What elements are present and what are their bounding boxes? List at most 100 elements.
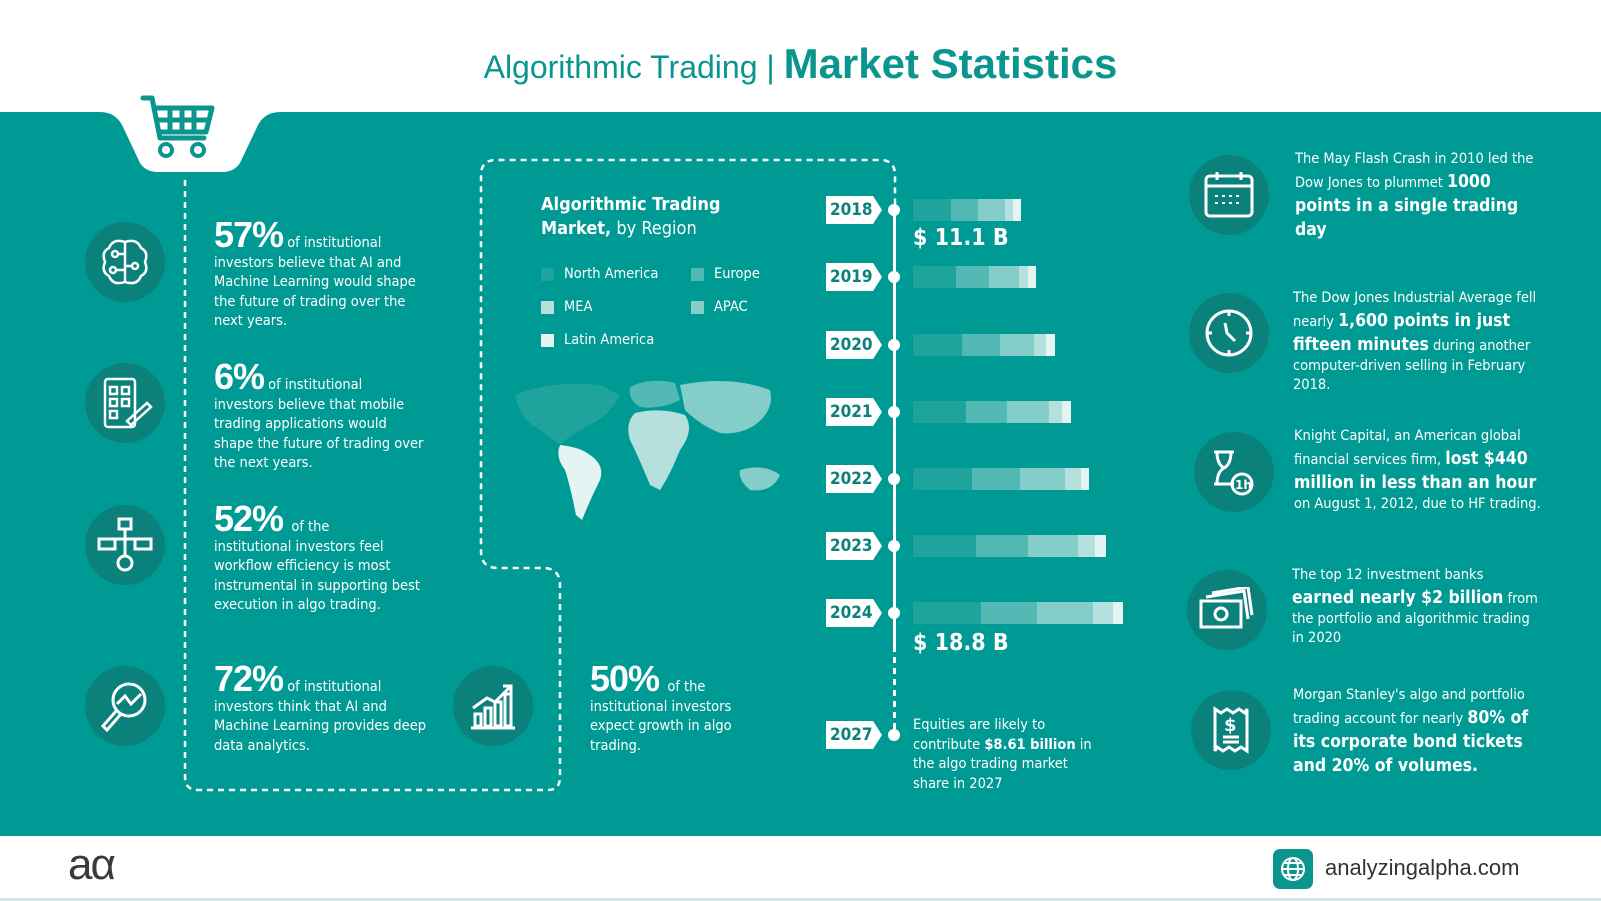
world-map (515, 380, 780, 520)
bar-segment-europe (972, 468, 1020, 490)
bar-segment-latin-america (1028, 266, 1037, 288)
globe-icon (1273, 849, 1313, 889)
stat-workflow: 52% of the institutional investors feel w… (214, 498, 420, 614)
bar-segment-north-america (913, 468, 973, 490)
year-tag-2020: 2020 (826, 331, 882, 359)
bar-segment-europe (980, 602, 1038, 624)
title-bold: Market Statistics (783, 40, 1118, 87)
bar-segment-north-america (913, 401, 967, 423)
bar-segment-north-america (913, 266, 956, 288)
bar-2018 (913, 199, 1021, 221)
bar-segment-mea (1034, 334, 1046, 356)
bar-segment-north-america (913, 535, 977, 557)
svg-text:1h: 1h (1235, 478, 1252, 492)
map-latin-america (558, 445, 602, 520)
bar-segment-mea (1065, 468, 1081, 490)
bar-segment-north-america (913, 334, 963, 356)
map-europe (629, 380, 680, 408)
bar-segment-europe (950, 199, 978, 221)
chart-title: Algorithmic Trading Market, by Region (541, 194, 721, 239)
brain-circuit-icon (85, 222, 165, 302)
map-mea (628, 410, 689, 490)
bar-segment-europe (962, 334, 1001, 356)
bar-segment-north-america (913, 602, 981, 624)
stat-mobile: 6% of institutional investors believe tha… (214, 356, 424, 472)
analyzing-alpha-logo: aα (68, 840, 116, 889)
bar-segment-latin-america (1095, 535, 1106, 557)
chart-legend: North America Europe MEA APAC Latin Amer… (541, 266, 801, 348)
value-2024: $ 18.8 B (913, 630, 1009, 656)
bar-segment-latin-america (1080, 468, 1090, 490)
year-tag-2023: 2023 (826, 532, 882, 560)
bar-segment-apac (1037, 602, 1094, 624)
bar-segment-apac (1007, 401, 1049, 423)
bar-segment-europe (976, 535, 1029, 557)
bar-segment-mea (1077, 535, 1096, 557)
data-analytics-icon (85, 666, 165, 746)
year-tag-2027: 2027 (826, 721, 882, 749)
growth-chart-icon (453, 666, 533, 746)
timeline-dot-2022 (888, 473, 900, 485)
legend-north-america: North America (541, 266, 691, 282)
stat-growth: 50% of the institutional investors expect… (590, 658, 732, 754)
bar-segment-latin-america (1112, 602, 1124, 624)
timeline-dot-2024 (888, 607, 900, 619)
bar-segment-apac (1000, 334, 1035, 356)
bar-segment-mea (1018, 266, 1029, 288)
clock-icon (1189, 293, 1269, 373)
bar-2022 (913, 468, 1090, 490)
calendar-icon (1189, 155, 1269, 235)
map-north-america (515, 383, 620, 445)
value-2018: $ 11.1 B (913, 225, 1009, 251)
fact-knight-capital: Knight Capital, an American global finan… (1294, 428, 1541, 512)
fact-investment-banks: The top 12 investment banks earned nearl… (1292, 567, 1538, 646)
bar-segment-apac (1028, 535, 1078, 557)
stat-ai-ml: 57% of institutional investors believe th… (214, 214, 416, 330)
bar-2023 (913, 535, 1106, 557)
bar-2021 (913, 401, 1072, 423)
timeline-dot-2023 (888, 540, 900, 552)
website-link[interactable]: analyzingalpha.com (1325, 855, 1520, 880)
bar-segment-latin-america (1045, 334, 1055, 356)
receipt-dollar-icon: $ (1191, 690, 1271, 770)
year-tag-2021: 2021 (826, 398, 882, 426)
stat-analytics: 72% of institutional investors think that… (214, 658, 427, 754)
footer (0, 836, 1601, 901)
year-tag-2024: 2024 (826, 599, 882, 627)
bar-segment-mea (1093, 602, 1113, 624)
hourglass-1h-icon: 1h (1194, 432, 1274, 512)
timeline-dashed (893, 470, 896, 740)
timeline-dot-2018 (888, 204, 900, 216)
fact-flash-crash: The May Flash Crash in 2010 led the Dow … (1295, 151, 1534, 240)
bar-segment-latin-america (1062, 401, 1072, 423)
fact-dow-jones: The Dow Jones Industrial Average fell ne… (1293, 290, 1537, 393)
year-tag-2019: 2019 (826, 263, 882, 291)
map-apac (680, 381, 780, 491)
bar-2024 (913, 602, 1124, 624)
bar-2020 (913, 334, 1055, 356)
timeline-line (893, 210, 896, 650)
bar-segment-north-america (913, 199, 951, 221)
bar-segment-apac (977, 199, 1006, 221)
bar-segment-apac (1019, 468, 1066, 490)
svg-text:$: $ (1224, 715, 1237, 736)
title-light: Algorithmic Trading | (483, 49, 775, 85)
legend-europe: Europe (691, 266, 801, 282)
legend-latin-america: Latin America (541, 332, 691, 348)
timeline-dot-2019 (888, 271, 900, 283)
bar-segment-latin-america (1012, 199, 1021, 221)
bar-segment-europe (955, 266, 989, 288)
year-tag-2018: 2018 (826, 196, 882, 224)
legend-apac: APAC (691, 299, 801, 315)
shopping-cart-icon (140, 95, 215, 158)
fact-morgan-stanley: Morgan Stanley's algo and portfolio trad… (1293, 687, 1529, 776)
timeline-dot-2021 (888, 406, 900, 418)
bar-2019 (913, 266, 1037, 288)
bar-segment-apac (988, 266, 1019, 288)
forecast-text: Equities are likely to contribute $8.61 … (913, 717, 1092, 792)
money-stack-icon (1187, 570, 1267, 650)
bar-segment-mea (1005, 199, 1013, 221)
legend-mea: MEA (541, 299, 691, 315)
mobile-app-icon (85, 363, 165, 443)
timeline-dot-2027 (888, 729, 900, 741)
